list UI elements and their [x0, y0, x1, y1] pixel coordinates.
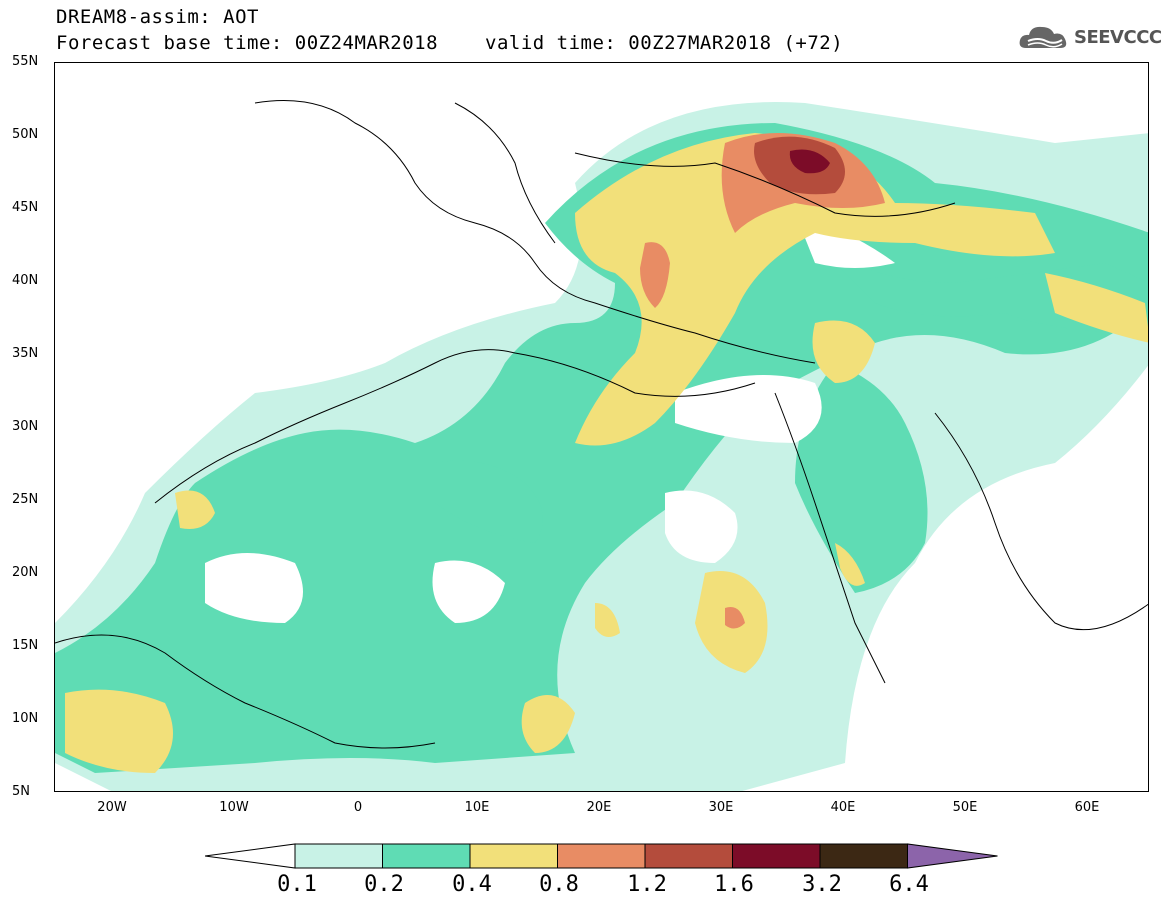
- map-title: DREAM8-assim: AOT: [56, 6, 259, 28]
- lat-label: 50N: [12, 127, 39, 142]
- aot-map: [55, 100, 1148, 791]
- colorbar-cell: [294, 843, 383, 869]
- lat-label: 20N: [12, 565, 39, 580]
- coastlines: [55, 100, 1148, 749]
- colorbar-label: 1.2: [627, 872, 667, 897]
- colorbar-cell: [469, 843, 558, 869]
- valid-time: valid time: 00Z27MAR2018 (+72): [485, 32, 844, 54]
- colorbar-cell: [732, 843, 821, 869]
- colorbar-label: 6.4: [889, 872, 929, 897]
- colorbar-cell: [557, 843, 646, 869]
- colorbar-cell: [382, 843, 471, 869]
- lon-label: 30E: [708, 800, 734, 815]
- lat-label: 15N: [12, 638, 39, 653]
- cloud-icon: [1019, 26, 1067, 48]
- aot-layer-0-2: [55, 123, 1148, 773]
- colorbar-label: 1.6: [714, 872, 754, 897]
- colorbar-label: 0.8: [539, 872, 579, 897]
- colorbar-cell: [907, 843, 998, 869]
- aot-layer-1-6: [789, 149, 830, 174]
- lon-label: 10E: [464, 800, 490, 815]
- lon-label: 50E: [952, 800, 978, 815]
- map-area: [54, 62, 1149, 792]
- lat-label: 35N: [12, 346, 39, 361]
- colorbar: [205, 843, 998, 869]
- colorbar-label: 0.1: [277, 872, 317, 897]
- logo-text: SEEVCCC: [1074, 26, 1162, 48]
- lon-label: 40E: [830, 800, 856, 815]
- colorbar-cell: [644, 843, 733, 869]
- lon-label: 60E: [1074, 800, 1100, 815]
- lat-label: 40N: [12, 273, 39, 288]
- lon-label: 0: [353, 800, 363, 815]
- colorbar-cell: [205, 843, 296, 869]
- lat-label: 45N: [12, 200, 39, 215]
- colorbar-cell: [819, 843, 908, 869]
- lon-label: 20E: [586, 800, 612, 815]
- seevccc-logo: SEEVCCC: [1018, 22, 1162, 52]
- aot-layer-0-4: [65, 133, 1148, 773]
- lat-label: 10N: [12, 711, 39, 726]
- lat-label: 55N: [12, 54, 39, 69]
- lat-label: 25N: [12, 492, 39, 507]
- lat-label: 30N: [12, 419, 39, 434]
- lat-label: 5N: [12, 784, 30, 799]
- colorbar-label: 0.2: [364, 872, 404, 897]
- colorbar-label: 0.4: [452, 872, 492, 897]
- colorbar-label: 3.2: [802, 872, 842, 897]
- lon-label: 20W: [97, 800, 127, 815]
- forecast-base-time: Forecast base time: 00Z24MAR2018: [56, 32, 439, 54]
- lon-label: 10W: [219, 800, 249, 815]
